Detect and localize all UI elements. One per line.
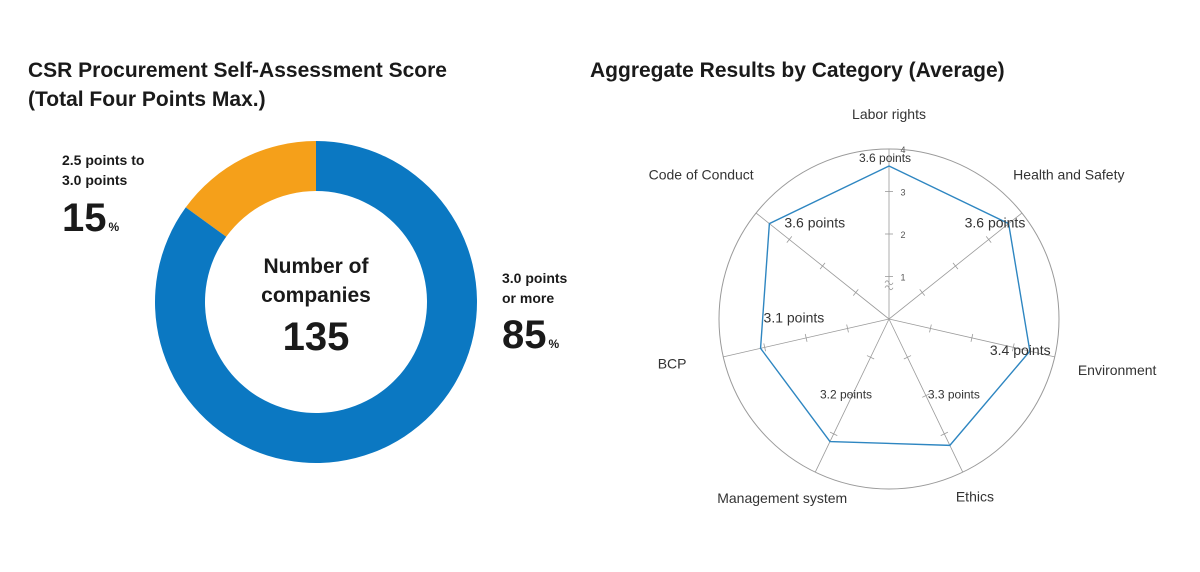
donut-slice-3.0-or-more — [155, 141, 478, 463]
radar-axis-tick — [919, 289, 926, 296]
percent-unit: % — [108, 220, 120, 234]
segment-label-line2: or more — [502, 290, 555, 306]
radar-value-label: 3.6 points — [859, 151, 911, 165]
radar-axis-tick — [829, 431, 838, 436]
radar-tick-label: 1 — [900, 273, 905, 283]
radar-value-label: 3.6 points — [784, 215, 845, 231]
segment-label-line2: 3.0 points — [62, 172, 128, 188]
center-label-line2: companies — [261, 284, 371, 307]
radar-value-label: 3.2 points — [820, 388, 872, 402]
radar-tick-label: 2 — [900, 230, 905, 240]
segment-label-line1: 3.0 points — [502, 270, 568, 286]
radar-value-label: 3.1 points — [764, 309, 825, 325]
radar-series-polygon — [759, 165, 1031, 447]
radar-axis-break — [884, 285, 894, 291]
center-label-line1: Number of — [263, 255, 369, 278]
radar-axis-tick — [1012, 343, 1015, 352]
segment-label-2.5-to-3.0: 2.5 points to 3.0 points — [62, 150, 144, 190]
percent-unit: % — [548, 337, 560, 351]
radar-axis-tick — [952, 262, 959, 270]
radar-axis-tick — [804, 333, 808, 342]
radar-tick-label: 3 — [900, 188, 905, 198]
radar-axis-tick — [848, 393, 856, 398]
radar-chart-title: Aggregate Results by Category (Average) — [590, 59, 1005, 82]
radar-category-label: BCP — [658, 355, 687, 371]
donut-center-label: Number of companies — [206, 252, 426, 310]
donut-chart-title: CSR Procurement Self-Assessment Score (T… — [28, 56, 548, 114]
donut-center-value: 135 — [282, 315, 350, 359]
radar-axis-tick — [819, 262, 826, 270]
radar-category-label: Management system — [717, 490, 847, 506]
radar-category-label: Ethics — [956, 488, 994, 504]
radar-value-label: 3.3 points — [928, 387, 980, 401]
radar-axis-tick — [903, 355, 912, 360]
radar-axis-tick — [763, 343, 766, 352]
radar-axis-tick — [940, 431, 949, 436]
radar-axis-tick — [985, 236, 992, 243]
donut-title-line2: (Total Four Points Max.) — [28, 88, 266, 111]
radar-axis-tick — [786, 236, 793, 243]
radar-axis-tick — [929, 324, 932, 333]
radar-category-label: Environment — [1078, 362, 1157, 378]
radar-category-label: Code of Conduct — [649, 167, 754, 183]
radar-value-label: 3.6 points — [965, 215, 1026, 231]
radar-axis-tick — [852, 289, 859, 296]
radar-axis-break — [884, 280, 894, 286]
segment-percent-3.0-or-more: 85% — [502, 315, 559, 364]
radar-axis-tick — [866, 355, 875, 360]
donut-slice-2.5-to-3.0 — [185, 141, 316, 237]
radar-axis-tick — [846, 324, 849, 333]
segment-label-3.0-or-more: 3.0 points or more — [502, 268, 567, 308]
radar-axis-tick — [922, 393, 930, 398]
radar-axis-tick — [970, 333, 974, 342]
donut-title-line1: CSR Procurement Self-Assessment Score — [28, 59, 447, 82]
segment-label-line1: 2.5 points to — [62, 152, 145, 168]
radar-value-label: 3.4 points — [990, 342, 1051, 358]
radar-category-label: Health and Safety — [1013, 167, 1124, 183]
radar-tick-label: 4 — [900, 145, 905, 155]
segment-percent-2.5-to-3.0: 15% — [62, 198, 119, 247]
percent-value: 15 — [62, 196, 107, 240]
radar-category-label: Labor rights — [852, 106, 926, 122]
percent-value: 85 — [502, 313, 547, 357]
